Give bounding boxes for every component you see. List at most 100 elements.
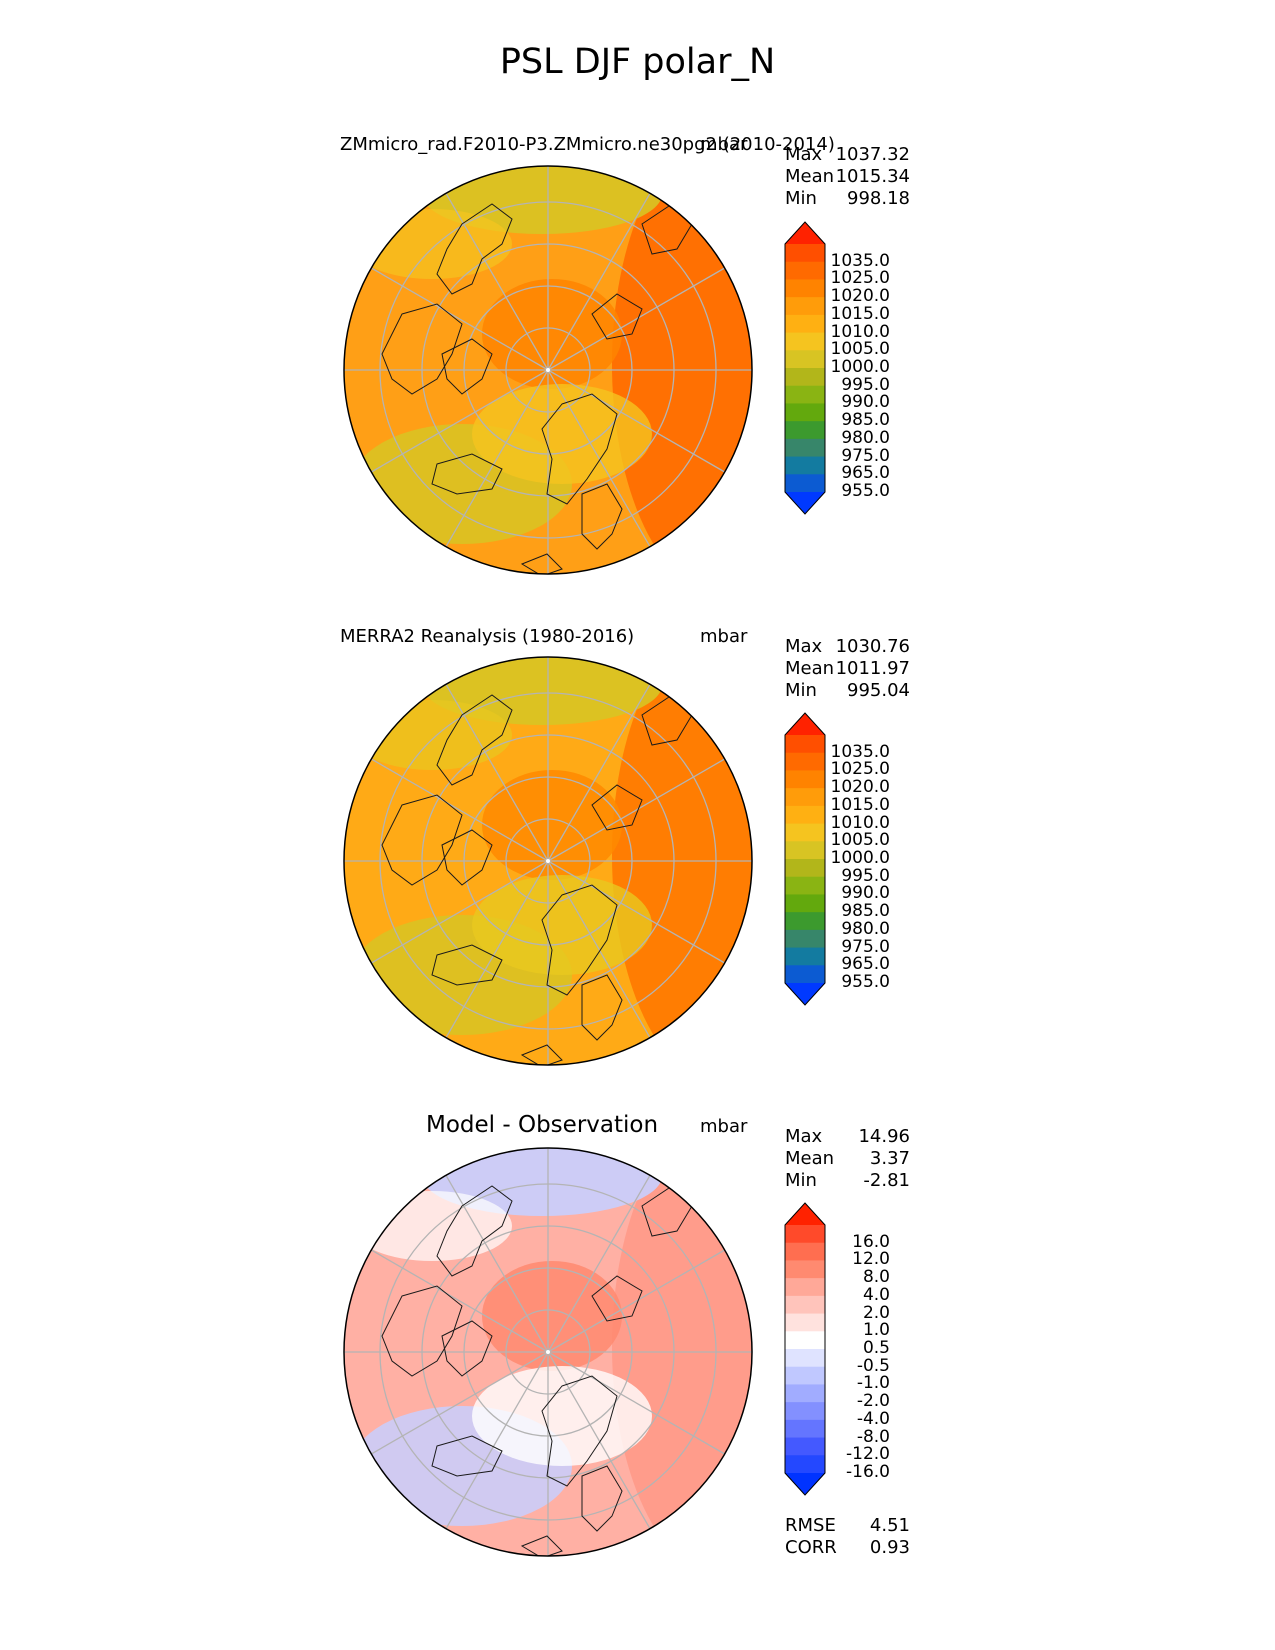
meridian-210 <box>371 758 549 862</box>
colorbar-tick-label: 1025.0 <box>830 759 890 780</box>
colorbar-segment-9 <box>785 1366 825 1385</box>
colorbar-segment-7 <box>785 1331 825 1350</box>
colorbar-tick-label: 8.0 <box>862 1267 890 1288</box>
rmse-label: RMSE <box>785 1515 836 1536</box>
coastline-2 <box>381 303 463 395</box>
coastline-8 <box>520 1535 563 1556</box>
panel-3-stat-max-value: 14.96 <box>858 1126 910 1147</box>
coastline-9 <box>641 203 693 255</box>
panel-2-title: MERRA2 Reanalysis (1980-2016) <box>340 626 635 647</box>
colorbar-extend-min <box>785 983 825 1005</box>
colorbar-segment-12 <box>785 438 825 458</box>
map-boundary <box>343 656 753 1066</box>
colorbar-tick-label: 965.0 <box>841 463 890 484</box>
colorbar-tick-label: 955.0 <box>841 972 890 992</box>
coastline-7 <box>581 1465 623 1532</box>
colorbar-segment-3 <box>785 770 825 789</box>
colorbar-extend-max <box>785 713 825 735</box>
colorbar-tick-label: 1000.0 <box>830 357 890 377</box>
figure-title: PSL DJF polar_N <box>499 42 776 82</box>
colorbar-tick-label: 995.0 <box>841 865 890 886</box>
colorbar-tick-label: 1020.0 <box>830 286 890 307</box>
panel-3-units: mbar <box>700 1116 748 1137</box>
colorbar-tick-label: 985.0 <box>841 901 890 922</box>
panel-1-stat-min-label: Min <box>785 188 817 209</box>
colorbar-tick-label: -0.5 <box>856 1355 890 1376</box>
colorbar-tick-label: 1000.0 <box>830 848 890 868</box>
meridian-210 <box>371 267 549 371</box>
map-boundary <box>343 165 753 575</box>
colorbar-segment-5 <box>785 805 825 825</box>
colorbar-tick-label: -2.0 <box>856 1391 890 1412</box>
colorbar-tick-label: 1.0 <box>862 1320 890 1341</box>
coastline-6 <box>541 1375 618 1487</box>
meridian-330 <box>547 1249 725 1353</box>
colorbar-segment-8 <box>785 859 825 878</box>
field-south-band <box>472 1366 652 1466</box>
colorbar-segment-14 <box>785 965 825 984</box>
field-east-band <box>612 1148 752 1556</box>
colorbar-tick-label: 1010.0 <box>830 812 890 833</box>
coastline-2 <box>381 794 463 886</box>
colorbar-tick-label: -12.0 <box>846 1444 890 1465</box>
colorbar-tick-label: 975.0 <box>841 936 890 957</box>
field-northwest-band <box>352 209 512 279</box>
colorbar-segment-13 <box>785 947 825 966</box>
panel-2-stat-max-value: 1030.76 <box>835 636 910 657</box>
colorbar-tick-label: 1010.0 <box>830 321 890 342</box>
colorbar-tick-label: 1015.0 <box>830 794 890 815</box>
north-pole-point <box>546 1350 550 1354</box>
colorbar-segment-1 <box>785 735 825 754</box>
coastline-1 <box>436 203 513 295</box>
colorbar-segment-4 <box>785 297 825 316</box>
coastline-3 <box>441 338 493 395</box>
colorbar-tick-label: -4.0 <box>856 1408 890 1429</box>
colorbar-segment-2 <box>785 261 825 280</box>
north-pole-point <box>546 368 550 372</box>
colorbar-tick-label: 1020.0 <box>830 777 890 798</box>
coastline-8 <box>520 553 563 574</box>
colorbar-tick-label: 1005.0 <box>830 830 890 851</box>
coastline-9 <box>641 694 693 746</box>
meridian-60 <box>547 860 651 1038</box>
field-south-band <box>472 875 652 975</box>
field-south-band <box>472 384 652 484</box>
field-pole-region <box>482 279 622 389</box>
colorbar-extend-min <box>785 1473 825 1495</box>
panel-1-polar-map <box>343 165 753 575</box>
panel-2-stat-min-label: Min <box>785 680 817 701</box>
meridian-120 <box>445 1351 549 1529</box>
field-east-band <box>612 657 752 1065</box>
panel-1-stat-max-label: Max <box>785 144 823 165</box>
panel-2-units: mbar <box>700 626 748 647</box>
rmse-value: 4.51 <box>869 1515 910 1536</box>
corr-label: CORR <box>785 1537 837 1558</box>
coastline-7 <box>581 483 623 550</box>
panel-1-colorbar <box>784 221 826 515</box>
panel-3-stat-min-value: -2.81 <box>863 1170 910 1191</box>
coastline-4 <box>431 1435 503 1477</box>
colorbar-outline <box>784 1202 826 1496</box>
colorbar-segment-11 <box>785 912 825 931</box>
panel-1-title: ZMmicro_rad.F2010-P3.ZMmicro.ne30pg2 (20… <box>340 134 835 155</box>
colorbar-tick-label: 980.0 <box>841 918 890 939</box>
field-east-band <box>612 166 752 574</box>
meridian-60 <box>547 369 651 547</box>
meridian-120 <box>445 860 549 1038</box>
colorbar-segment-11 <box>785 421 825 440</box>
colorbar-tick-label: 16.0 <box>852 1231 890 1252</box>
meridian-150 <box>371 369 549 473</box>
colorbar-extend-max <box>785 1203 825 1225</box>
colorbar-tick-label: 990.0 <box>841 392 890 413</box>
coastline-7 <box>581 974 623 1041</box>
colorbar-tick-label: 2.0 <box>862 1302 890 1323</box>
map-boundary <box>343 1147 753 1557</box>
colorbar-tick-label: 955.0 <box>841 481 890 501</box>
colorbar-segment-1 <box>785 1225 825 1244</box>
coastline-2 <box>381 1285 463 1377</box>
panel-3-stat-min-label: Min <box>785 1170 817 1191</box>
coastline-4 <box>431 453 503 495</box>
colorbar-tick-label: 0.5 <box>862 1338 890 1358</box>
colorbar-tick-label: 1025.0 <box>830 268 890 289</box>
colorbar-tick-label: 980.0 <box>841 427 890 448</box>
